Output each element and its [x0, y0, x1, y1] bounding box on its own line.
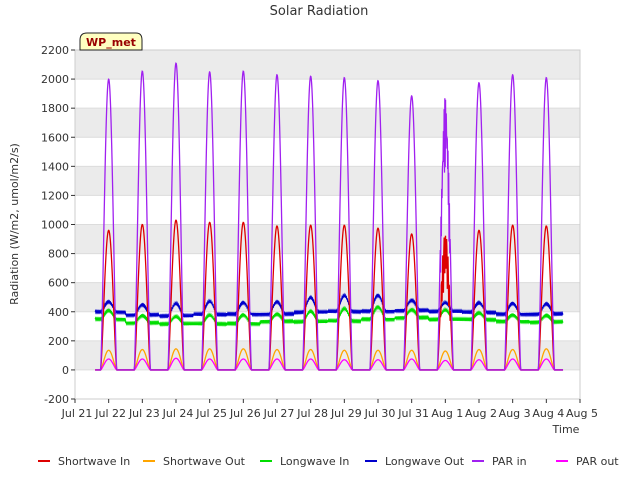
- legend-item-longwave-in: Longwave In: [260, 455, 349, 468]
- y-tick-label: 1800: [41, 102, 69, 115]
- x-tick-label: Jul 25: [195, 407, 227, 420]
- y-tick-label: 400: [48, 306, 69, 319]
- y-tick-label: 1600: [41, 131, 69, 144]
- x-tick-label: Jul 26: [229, 407, 261, 420]
- x-tick-label: Aug 2: [465, 407, 497, 420]
- y-tick-label: 1400: [41, 160, 69, 173]
- x-tick-label: Aug 1: [431, 407, 463, 420]
- x-tick-label: Jul 22: [94, 407, 126, 420]
- x-axis: Jul 21 Jul 22 Jul 23 Jul 24 Jul 25 Jul 26 Jul …: [61, 399, 598, 420]
- y-tick-label: 2200: [41, 44, 69, 57]
- y-tick-label: 600: [48, 277, 69, 290]
- grid-band: [75, 166, 580, 196]
- x-tick-label: Aug 5: [566, 407, 598, 420]
- legend-item-shortwave-out: Shortwave Out: [143, 455, 246, 468]
- y-tick-label: -200: [44, 393, 69, 406]
- legend-item-longwave-out: Longwave Out: [365, 455, 465, 468]
- grid-band: [75, 282, 580, 312]
- y-tick-label: 1000: [41, 219, 69, 232]
- x-tick-label: Jul 30: [364, 407, 396, 420]
- legend-item-par-in: PAR in: [472, 455, 527, 468]
- legend-label: Longwave Out: [385, 455, 465, 468]
- legend-label: PAR in: [492, 455, 527, 468]
- x-tick-label: Jul 21: [61, 407, 93, 420]
- grid-band: [75, 224, 580, 254]
- y-tick-label: 800: [48, 248, 69, 261]
- legend-item-shortwave-in: Shortwave In: [38, 455, 130, 468]
- y-tick-label: 1200: [41, 189, 69, 202]
- y-axis-label: Radiation (W/m2, umol/m2/s): [8, 143, 21, 305]
- series-line-par-in: [95, 62, 564, 371]
- y-axis: -200 0 200 400 600 800 1000 1200 1400 1600 1800 200…: [41, 44, 75, 406]
- legend-label: Shortwave In: [58, 455, 130, 468]
- plot-series: [94, 62, 564, 371]
- y-tick-label: 200: [48, 335, 69, 348]
- x-tick-label: Jul 24: [162, 407, 194, 420]
- x-tick-label: Jul 23: [128, 407, 160, 420]
- annotation-badge-bg: [79, 32, 143, 51]
- x-tick-label: Jul 29: [330, 407, 362, 420]
- legend-label: Shortwave Out: [163, 455, 246, 468]
- grid-band: [75, 340, 580, 370]
- legend-item-par-out: PAR out: [556, 455, 619, 468]
- x-tick-label: Jul 27: [263, 407, 295, 420]
- x-tick-label: Jul 28: [296, 407, 328, 420]
- annotation-badge: WP_met: [79, 32, 143, 51]
- grid-band: [75, 50, 580, 80]
- x-tick-label: Aug 3: [499, 407, 531, 420]
- y-tick-label: 2000: [41, 73, 69, 86]
- chart-title: Solar Radiation: [270, 4, 369, 19]
- annotation-badge-text: WP_met: [86, 36, 136, 49]
- legend-label: Longwave In: [280, 455, 349, 468]
- grid-band: [75, 108, 580, 138]
- x-tick-label: Aug 4: [532, 407, 564, 420]
- legend-label: PAR out: [576, 455, 619, 468]
- plot-background: [75, 49, 580, 400]
- legend: Shortwave In Shortwave Out Longwave In Long…: [38, 455, 619, 468]
- x-tick-label: Jul 31: [397, 407, 429, 420]
- y-tick-label: 0: [62, 364, 69, 377]
- x-axis-label: Time: [552, 423, 580, 436]
